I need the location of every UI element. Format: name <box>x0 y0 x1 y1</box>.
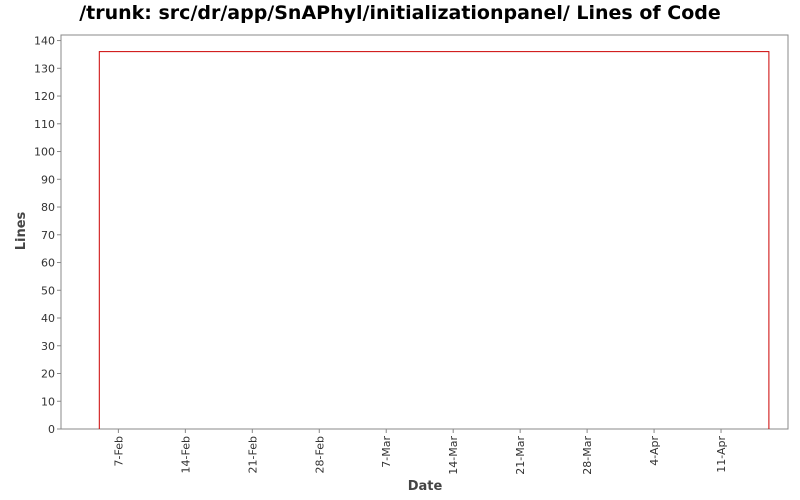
y-tick-label: 90 <box>41 173 55 186</box>
x-tick-label: 28-Feb <box>313 436 326 473</box>
y-tick-label: 10 <box>41 395 55 408</box>
y-tick-label: 20 <box>41 368 55 381</box>
x-tick-label: 21-Mar <box>514 436 527 475</box>
y-tick-label: 110 <box>34 118 55 131</box>
y-tick-label: 140 <box>34 35 55 48</box>
y-axis-title: Lines <box>14 211 29 250</box>
y-tick-label: 130 <box>34 62 55 75</box>
plot-area <box>60 34 789 430</box>
y-tick-label: 120 <box>34 90 55 103</box>
series-layer <box>98 51 770 429</box>
x-tick-label: 14-Feb <box>179 436 192 473</box>
x-axis: 7-Feb 14-Feb 21-Feb 28-Feb 7-Mar 14-Mar 21-Mar… <box>112 429 728 475</box>
y-tick-label: 70 <box>41 229 55 242</box>
y-axis: 0 10 20 30 40 50 60 70 80 90 100 110 120 130 140 <box>34 35 61 436</box>
y-tick-label: 80 <box>41 201 55 214</box>
x-axis-title: Date <box>408 479 443 494</box>
series-line <box>98 51 770 429</box>
x-tick-label: 4-Apr <box>648 436 661 466</box>
chart-title: /trunk: src/dr/app/SnAPhyl/initializatio… <box>79 2 721 24</box>
y-tick-label: 50 <box>41 284 55 297</box>
y-tick-label: 60 <box>41 257 55 270</box>
x-tick-label: 21-Feb <box>246 436 259 473</box>
y-tick-label: 0 <box>48 423 55 436</box>
y-tick-label: 40 <box>41 312 55 325</box>
x-tick-label: 14-Mar <box>447 436 460 475</box>
y-tick-label: 100 <box>34 146 55 159</box>
x-tick-label: 11-Apr <box>715 436 728 473</box>
x-tick-label: 7-Mar <box>380 436 393 468</box>
x-tick-label: 28-Mar <box>581 436 594 475</box>
y-tick-label: 30 <box>41 340 55 353</box>
x-tick-label: 7-Feb <box>112 436 125 466</box>
